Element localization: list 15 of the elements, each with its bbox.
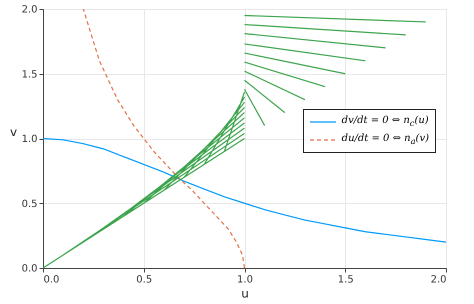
y-tick-label: 0.0: [22, 264, 38, 274]
y-axis-title: v: [10, 125, 18, 139]
x-axis-title: u: [241, 286, 249, 300]
x-tick-label: 0.0: [44, 274, 60, 286]
line-series: [82, 9, 246, 268]
x-tick-label: 1.0: [237, 274, 253, 286]
x-tick-label: 2.0: [430, 274, 446, 286]
x-tick-label: 1.5: [338, 274, 354, 286]
legend-label: du/dt = 0 ⇔ n$_{a}$(v): [342, 132, 429, 148]
y-tick-label: 1.5: [22, 69, 38, 80]
y-tick-label: 1.0: [22, 134, 38, 145]
x-tick-label: 0.5: [136, 274, 152, 286]
y-tick-label: 2.0: [22, 4, 38, 16]
y-tick-label: 0.5: [22, 198, 38, 210]
legend-label: dv/dt = 0 ⇔ n$_{c}$(u): [342, 114, 429, 130]
